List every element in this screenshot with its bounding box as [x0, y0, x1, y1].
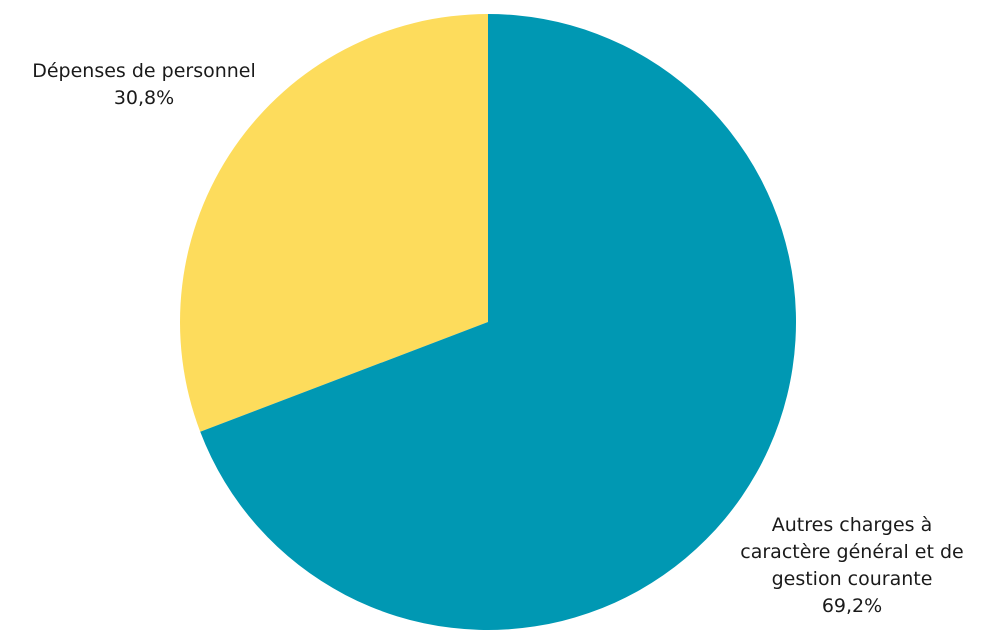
pie-slice-autres [200, 13, 797, 630]
slice-label-autres-name-line-3: gestion courante [771, 568, 933, 590]
slice-label-autres-name-line-1: Autres charges à [771, 514, 933, 536]
slice-label-personnel-value: 30,8% [113, 87, 175, 109]
slice-label-autres-value: 69,2% [821, 595, 883, 617]
slice-label-autres-name-line-2: caractère général et de [740, 541, 964, 563]
slice-label-personnel: Dépenses de personnel 30,8% [4, 58, 284, 112]
slice-label-autres: Autres charges à caractère général et de… [718, 512, 986, 620]
pie-slice-personnel [180, 14, 489, 432]
slice-label-personnel-name: Dépenses de personnel [32, 60, 256, 82]
